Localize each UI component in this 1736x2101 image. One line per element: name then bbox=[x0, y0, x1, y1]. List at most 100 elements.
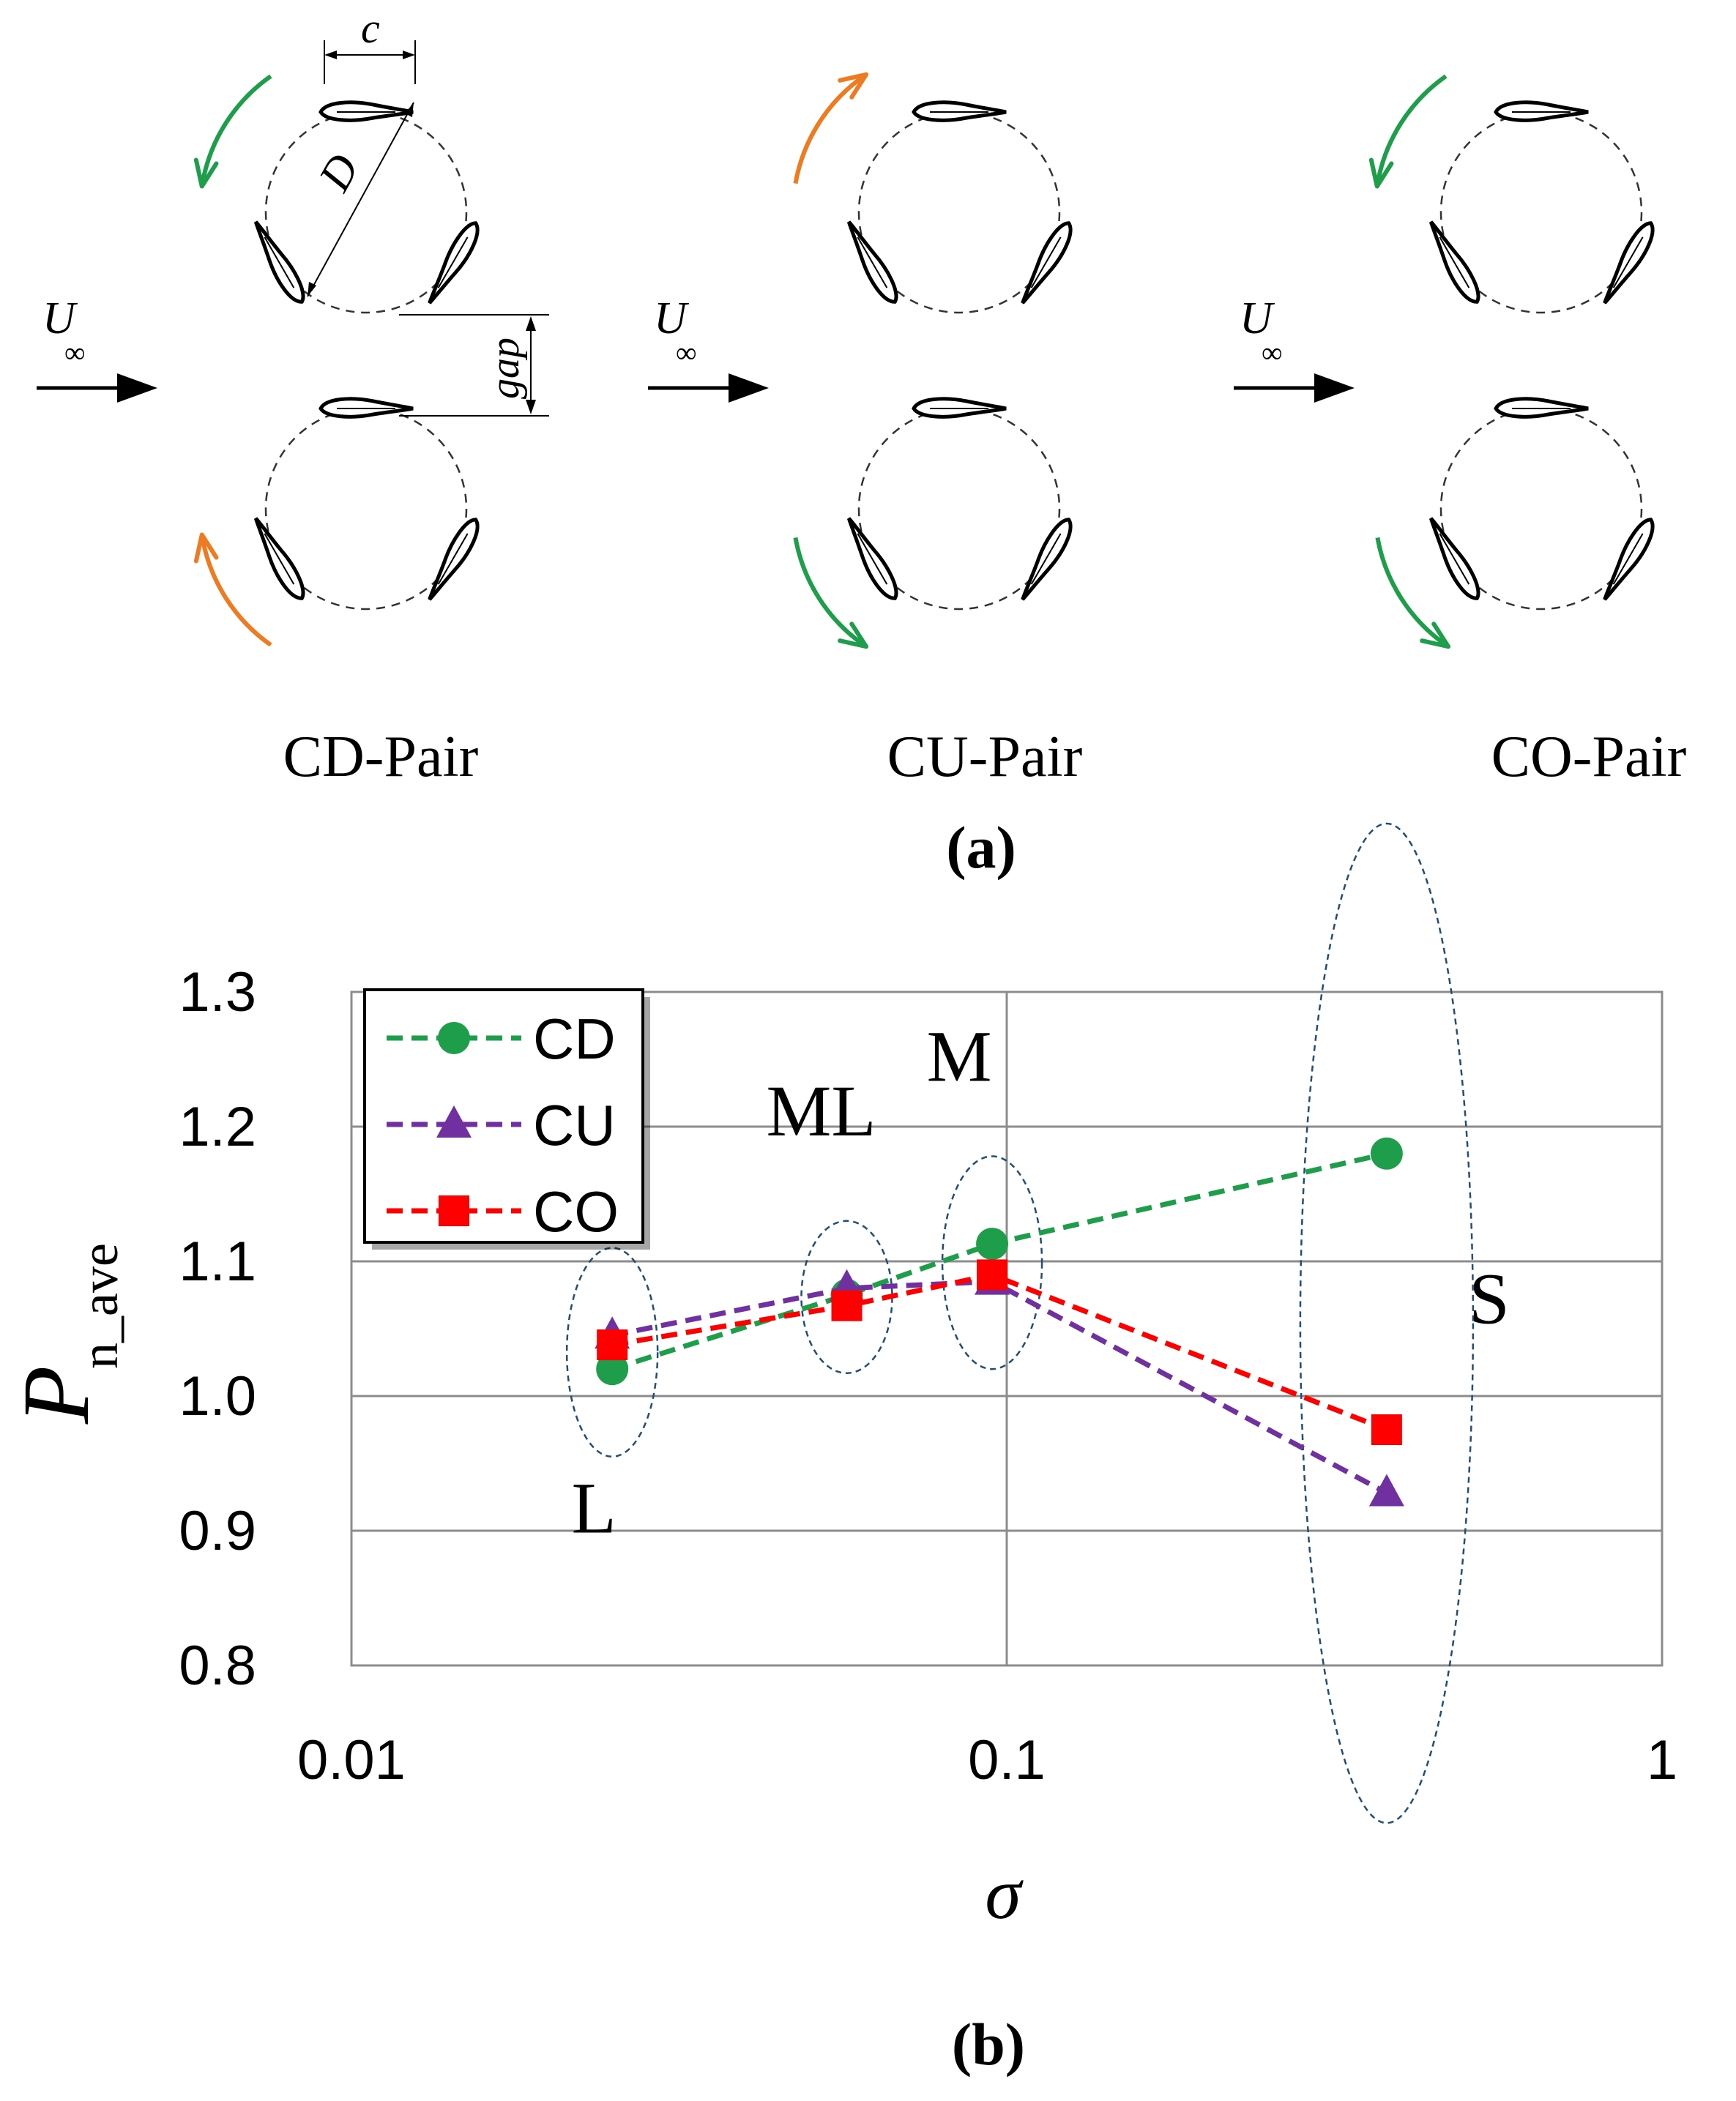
rotor-orbit bbox=[1439, 407, 1643, 611]
y-axis-label-main: P bbox=[4, 1366, 109, 1425]
freestream-label: U bbox=[654, 294, 690, 343]
legend-box bbox=[363, 988, 644, 1244]
freestream-arrow-cu: U ∞ bbox=[648, 294, 769, 403]
airfoil-blade bbox=[1428, 220, 1480, 304]
y-tick-label: 0.9 bbox=[179, 1500, 256, 1562]
rotation-arrow bbox=[793, 537, 869, 649]
airfoil-blade bbox=[1021, 221, 1073, 305]
rotor bbox=[1428, 397, 1655, 611]
legend-item-cd: CD bbox=[387, 1007, 616, 1071]
x-tick-label: 0.1 bbox=[968, 1729, 1046, 1791]
y-tick-label: 1.1 bbox=[179, 1231, 256, 1293]
panel-a-schematic: U ∞ U ∞ U ∞ c D bbox=[37, 4, 1686, 881]
pair-label-cu: CU-Pair bbox=[887, 725, 1083, 789]
cluster-ellipse bbox=[1299, 822, 1475, 1824]
data-point bbox=[977, 1259, 1008, 1291]
legend-item-cu: CU bbox=[387, 1093, 616, 1157]
airfoil-blade bbox=[428, 518, 480, 601]
dimension-gap: gap bbox=[399, 314, 549, 417]
freestream-subscript: ∞ bbox=[676, 336, 697, 369]
legend-label: CU bbox=[533, 1093, 616, 1157]
dimension-diameter: D bbox=[307, 102, 414, 297]
freestream-subscript: ∞ bbox=[1262, 336, 1283, 369]
rotor-orbit bbox=[1439, 111, 1643, 314]
rotor bbox=[1428, 100, 1655, 314]
rotor-orbit bbox=[857, 407, 1061, 611]
rotor-orbit bbox=[264, 111, 468, 314]
legend-label: CO bbox=[533, 1179, 619, 1244]
data-series bbox=[595, 1137, 1404, 1507]
rotation-arrow bbox=[1375, 537, 1451, 649]
panel-b-chart: 0.8 0.9 1.0 1.1 1.2 1.3 0.01 0.1 1 L ML M S CD CU CO… bbox=[4, 822, 1677, 2078]
series-line bbox=[611, 1151, 1387, 1372]
x-axis-label: σ bbox=[985, 1853, 1024, 1934]
turbine-rotors bbox=[253, 100, 1655, 611]
y-tick-label: 1.0 bbox=[179, 1365, 256, 1428]
series-line bbox=[611, 1279, 1388, 1496]
legend-item-co: CO bbox=[387, 1179, 619, 1244]
rotation-arrow bbox=[1368, 74, 1448, 189]
data-point bbox=[1368, 1474, 1404, 1507]
airfoil-blade bbox=[428, 221, 480, 305]
caption-b: (b) bbox=[952, 2011, 1025, 2078]
cluster-label: ML bbox=[767, 1070, 876, 1152]
data-point bbox=[831, 1290, 863, 1321]
cluster-label: L bbox=[572, 1468, 616, 1549]
data-point bbox=[1370, 1137, 1403, 1170]
rotor bbox=[846, 397, 1073, 611]
rotation-arrow bbox=[793, 72, 869, 184]
data-point bbox=[1371, 1414, 1402, 1445]
x-tick-labels: 0.01 0.1 1 bbox=[297, 1729, 1677, 1791]
freestream-subscript: ∞ bbox=[64, 336, 86, 369]
freestream-arrow-cd: U ∞ bbox=[37, 294, 157, 403]
series-line bbox=[611, 1272, 1388, 1433]
diameter-label: D bbox=[309, 146, 369, 200]
airfoil-blade bbox=[318, 397, 414, 419]
rotor bbox=[846, 100, 1073, 314]
gap-label: gap bbox=[483, 337, 528, 399]
dimension-chord: c bbox=[324, 4, 416, 84]
cluster-ellipse bbox=[565, 1247, 659, 1458]
airfoil-blade bbox=[1428, 517, 1480, 600]
airfoil-blade bbox=[1494, 100, 1589, 122]
x-tick-label: 1 bbox=[1647, 1729, 1677, 1791]
rotation-arrows bbox=[193, 72, 1451, 649]
airfoil-blade bbox=[846, 517, 898, 600]
rotor bbox=[253, 397, 480, 611]
airfoil-blade bbox=[846, 220, 898, 304]
y-axis-label: P n_ave bbox=[4, 1243, 129, 1425]
rotation-arrow bbox=[193, 74, 272, 189]
airfoil-blade bbox=[1494, 397, 1589, 419]
airfoil-blade bbox=[912, 100, 1007, 122]
freestream-label: U bbox=[42, 294, 78, 343]
freestream-label: U bbox=[1240, 294, 1275, 343]
cluster-label: M bbox=[927, 1015, 992, 1097]
pair-label-cd: CD-Pair bbox=[283, 725, 479, 789]
airfoil-blade bbox=[912, 397, 1007, 419]
airfoil-blade bbox=[1603, 518, 1655, 601]
airfoil-blade bbox=[253, 517, 305, 600]
y-tick-label: 1.3 bbox=[179, 961, 256, 1023]
data-point bbox=[596, 1353, 629, 1386]
airfoil-blade bbox=[1021, 518, 1073, 601]
series-co bbox=[597, 1259, 1402, 1445]
freestream-arrow-co: U ∞ bbox=[1234, 294, 1355, 403]
rotation-arrow bbox=[193, 532, 272, 647]
airfoil-blade bbox=[1603, 221, 1655, 305]
data-point bbox=[597, 1329, 628, 1361]
cluster-ellipses: L ML M S bbox=[565, 822, 1510, 1824]
y-axis-label-sub: n_ave bbox=[70, 1243, 129, 1369]
rotor-orbit bbox=[264, 407, 468, 611]
chord-label: c bbox=[361, 4, 380, 52]
data-point bbox=[976, 1228, 1009, 1261]
cluster-ellipse bbox=[941, 1155, 1043, 1370]
caption-a: (a) bbox=[946, 814, 1016, 881]
legend: CD CU CO bbox=[363, 988, 650, 1250]
rotor bbox=[253, 100, 480, 314]
airfoil-blade bbox=[318, 100, 414, 122]
rotor-orbit bbox=[857, 111, 1061, 314]
legend-label: CD bbox=[533, 1007, 616, 1071]
x-tick-label: 0.01 bbox=[297, 1729, 406, 1791]
y-tick-label: 0.8 bbox=[179, 1635, 256, 1697]
